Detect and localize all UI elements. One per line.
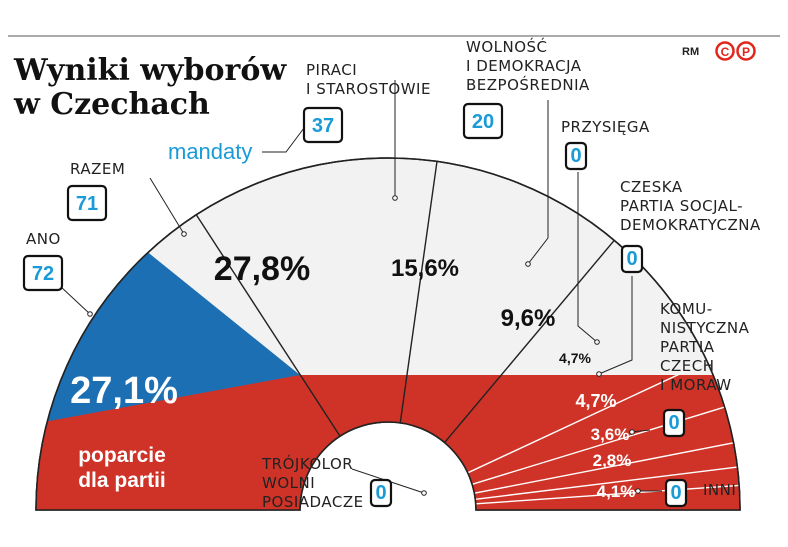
- slice-percent: 4,7%: [575, 391, 616, 411]
- party-label: NISTYCZNA: [660, 319, 750, 337]
- svg-text:P: P: [742, 45, 750, 59]
- leader-dot: [635, 488, 641, 494]
- party-label: ANO: [26, 230, 61, 248]
- seat-box: [662, 408, 686, 438]
- leader-dot: [421, 490, 427, 496]
- leader-line: [598, 276, 633, 375]
- leader-dot: [594, 339, 600, 345]
- seat-box: [620, 244, 644, 274]
- party-label: I STAROSTOWIE: [306, 80, 431, 98]
- credit-text: RM: [682, 46, 699, 58]
- chart-dividers: [35, 157, 741, 511]
- leader-line: [527, 100, 549, 265]
- slice-percent: 4,1%: [597, 482, 636, 501]
- party-label: CZECH: [660, 357, 714, 375]
- chart-title-line1: Wyniki wyborów: [13, 53, 287, 88]
- leader-line: [149, 177, 185, 235]
- leader-line: [577, 172, 598, 343]
- seat-count: 20: [472, 111, 494, 133]
- seat-box: [369, 478, 393, 508]
- leader-dot: [525, 261, 531, 267]
- leader-dot: [87, 311, 93, 317]
- party-label: PIRACI: [306, 61, 357, 79]
- svg-text:C: C: [721, 45, 730, 59]
- leader-dot: [629, 429, 635, 435]
- slice-percent: 27,8%: [214, 250, 310, 288]
- support-area-red-left: [36, 375, 300, 510]
- party-label: WOLNI: [262, 474, 315, 492]
- seat-count: 0: [670, 482, 681, 504]
- wedge-divider: [475, 466, 738, 500]
- seat-count: 37: [312, 115, 334, 137]
- wedge-divider: [444, 239, 615, 444]
- wedge-divider: [475, 484, 740, 505]
- wedge-divider: [474, 442, 734, 494]
- legend-seats-leader: [262, 127, 305, 153]
- seat-count: 0: [668, 412, 679, 434]
- leader-line: [631, 429, 651, 433]
- slice-percent: 15,6%: [391, 255, 459, 282]
- seat-count: 0: [570, 145, 581, 167]
- party-label: POSIADACZE: [262, 493, 364, 511]
- party-label: CZESKA: [620, 178, 683, 196]
- leader-dot: [392, 195, 398, 201]
- copyright-logo: C P: [715, 41, 756, 61]
- party-label: I DEMOKRACJA: [466, 57, 582, 75]
- party-label: PARTIA SOCJAL-: [620, 197, 743, 215]
- seat-box: [302, 106, 344, 144]
- seat-box: [462, 102, 504, 140]
- chart-outline: [35, 157, 741, 511]
- chart-title-line2: w Czechach: [13, 87, 210, 122]
- seat-box: [564, 141, 588, 171]
- seat-count: 71: [76, 193, 98, 215]
- party-label: DEMOKRATYCZNA: [620, 216, 761, 234]
- chart-labels: 27,1% 27,8% 15,6% 9,6% 4,7% 4,7% 3,6% 2,8% 4,1% A…: [22, 37, 761, 511]
- party-label: RAZEM: [70, 160, 125, 178]
- seat-count: 0: [375, 482, 386, 504]
- party-label: BEZPOŚREDNIA: [466, 75, 590, 94]
- seat-count: 0: [626, 248, 637, 270]
- wedge-divider: [195, 214, 341, 437]
- party-label: WOLNOŚĆ: [466, 37, 548, 56]
- seat-box: [66, 184, 108, 222]
- party-label: TRÓJKOLOR: [261, 454, 353, 473]
- seat-box: [664, 478, 688, 508]
- legend-support-line2: dla partii: [78, 469, 166, 492]
- slice-percent: 9,6%: [501, 305, 556, 332]
- party-label: I MORAW: [660, 376, 732, 394]
- slice-percent: 27,1%: [70, 370, 178, 412]
- party-label: PRZYSIĘGA: [561, 118, 650, 136]
- seat-count: 72: [32, 263, 54, 285]
- leader-dot: [181, 231, 187, 237]
- legend-seats: mandaty: [168, 139, 252, 164]
- slice-percent: 2,8%: [593, 451, 632, 470]
- wedge-divider: [467, 360, 708, 474]
- leader-dot: [596, 371, 602, 377]
- slice-percent: 3,6%: [591, 425, 630, 444]
- seat-box: [22, 254, 64, 292]
- slice-percent: 4,7%: [559, 350, 591, 366]
- party-label: INNI: [703, 481, 736, 499]
- party-label: KOMU-: [660, 300, 713, 318]
- legend-support-line1: poparcie: [78, 444, 166, 467]
- wedge-divider: [399, 161, 438, 423]
- party-label: PARTIA: [660, 338, 715, 356]
